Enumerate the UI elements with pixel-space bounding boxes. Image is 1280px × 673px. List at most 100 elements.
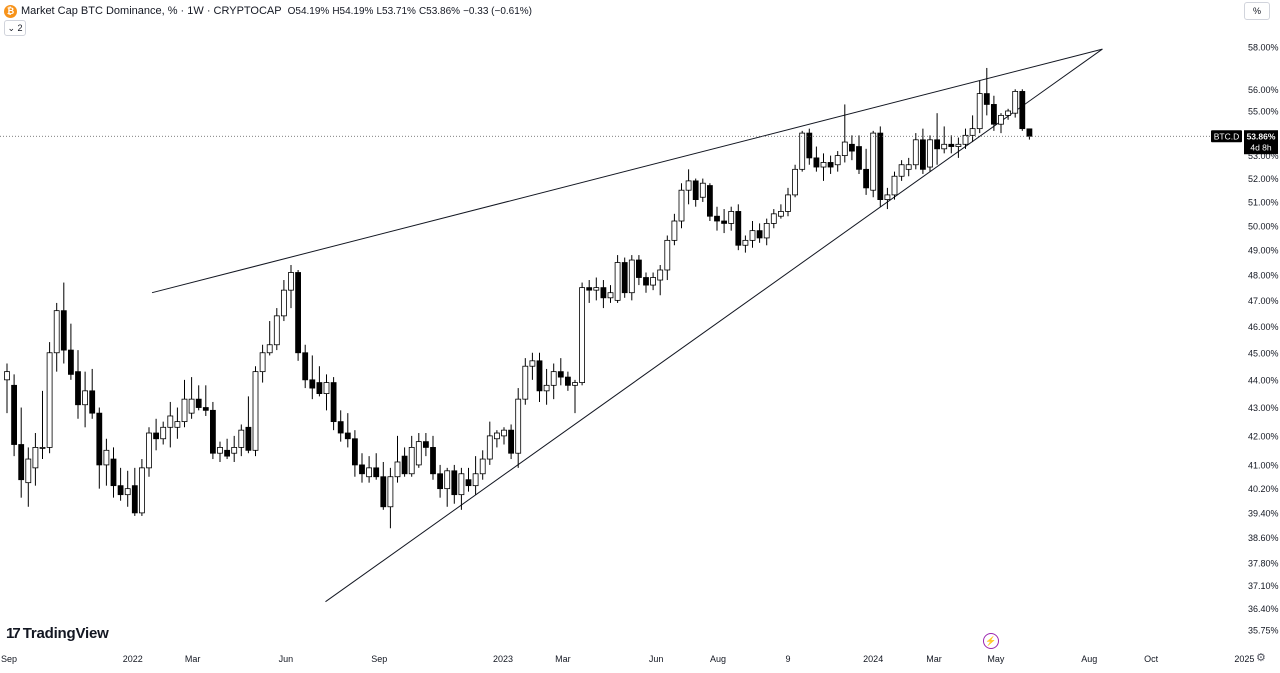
candle — [387, 467, 394, 529]
candle-body — [479, 458, 486, 475]
candle-body — [373, 467, 380, 478]
candle-body — [266, 344, 273, 354]
candle-body — [444, 470, 451, 490]
candle — [238, 424, 245, 457]
price-tick-label: 43.00% — [1248, 403, 1279, 413]
candle-body — [259, 352, 266, 373]
candle-body — [664, 239, 671, 271]
candle-body — [96, 412, 103, 466]
candle — [444, 467, 451, 507]
candle-body — [238, 429, 245, 448]
candle — [905, 157, 912, 177]
time-tick-label: Aug — [710, 654, 726, 664]
candle-body — [160, 426, 167, 440]
candle-body — [131, 485, 138, 514]
candle-body — [593, 287, 600, 291]
candle — [408, 435, 415, 477]
time-axis[interactable]: Sep 2022 Mar Jun Sep 2023 Mar Jun Aug 9 2024 Mar May… — [1, 654, 1254, 664]
candle-body — [678, 189, 685, 222]
trend-line-lower[interactable] — [325, 48, 1103, 603]
candle — [920, 128, 926, 174]
price-tick-label: 47.00% — [1248, 296, 1279, 306]
candle — [96, 407, 103, 489]
candle — [636, 255, 642, 286]
tradingview-mark-icon: 17 — [6, 625, 21, 642]
candle-body — [508, 429, 515, 454]
candle — [479, 450, 486, 480]
candle — [39, 390, 46, 460]
candle — [834, 151, 841, 172]
candle-body — [344, 432, 351, 440]
candle — [458, 467, 465, 510]
candle-body — [32, 447, 39, 469]
symbol-legend[interactable]: ₿ Market Cap BTC Dominance, % · 1W · CRY… — [4, 3, 535, 19]
candle — [373, 453, 380, 480]
candle-body — [543, 384, 550, 392]
indicators-toggle-button[interactable]: ⌄ 2 — [4, 20, 26, 36]
candle — [536, 352, 543, 402]
candle-body — [735, 211, 742, 246]
candle-body — [877, 132, 884, 200]
candle-body — [380, 476, 387, 508]
price-tick-label: 35.75% — [1248, 626, 1279, 636]
percent-scale-button[interactable]: % — [1244, 2, 1270, 20]
candle — [366, 456, 373, 483]
candle-body — [792, 168, 798, 196]
candle-body — [707, 185, 713, 217]
candle-body — [536, 360, 543, 392]
candle-body — [927, 139, 933, 168]
candle — [742, 235, 749, 253]
candle — [1019, 89, 1026, 131]
candle — [53, 302, 60, 372]
candle-body — [742, 239, 749, 246]
candle — [799, 130, 806, 172]
time-tick-label: 2025 — [1234, 654, 1254, 664]
candle-body — [763, 223, 770, 239]
price-tick-label: 37.10% — [1248, 581, 1279, 591]
candle — [359, 453, 365, 483]
price-tick-label: 52.00% — [1248, 174, 1279, 184]
candle — [245, 396, 252, 454]
candle-body — [415, 441, 422, 466]
time-tick-label: Jun — [649, 654, 664, 664]
candle-body — [39, 447, 46, 449]
gear-icon[interactable]: ⚙ — [1256, 652, 1266, 664]
candle-body — [68, 349, 74, 375]
symbol-title[interactable]: Market Cap BTC Dominance, % · 1W · CRYPT… — [21, 5, 282, 17]
candle — [181, 379, 188, 428]
price-axis[interactable]: 58.00% 56.00% 55.00% 53.00% 52.00% 51.00% 50.0… — [1248, 43, 1279, 636]
last-price-marker: BTC.D 53.86%4d 8h — [0, 130, 1278, 155]
candle-body — [749, 230, 756, 241]
candle — [75, 350, 81, 419]
close-value: C53.86% — [418, 5, 461, 17]
candle — [89, 368, 96, 419]
candle — [138, 459, 145, 516]
candle — [4, 363, 10, 414]
candle-body — [870, 132, 877, 191]
candle — [976, 80, 983, 134]
time-tick-label: Oct — [1144, 654, 1159, 664]
candle — [146, 427, 152, 477]
candle-body — [728, 211, 735, 224]
price-tick-label: 48.00% — [1248, 271, 1279, 281]
candle-body — [302, 352, 309, 381]
candle-body — [572, 382, 578, 386]
tradingview-logo[interactable]: 17 TradingView — [6, 625, 109, 642]
candle-body — [430, 447, 436, 475]
candle-body — [437, 473, 444, 490]
trend-line-upper[interactable] — [151, 48, 1103, 294]
candle-body — [224, 449, 231, 457]
candle — [820, 153, 827, 181]
candle-body — [387, 476, 394, 508]
candle-body — [316, 382, 323, 395]
lightning-icon[interactable]: ⚡ — [983, 633, 999, 649]
candle — [991, 95, 997, 131]
price-tick-label: 58.00% — [1248, 43, 1279, 53]
candle — [401, 447, 408, 477]
time-tick-label: Mar — [926, 654, 942, 664]
candle-body — [153, 432, 160, 440]
candle-body — [657, 269, 664, 281]
candle-body — [60, 310, 67, 351]
